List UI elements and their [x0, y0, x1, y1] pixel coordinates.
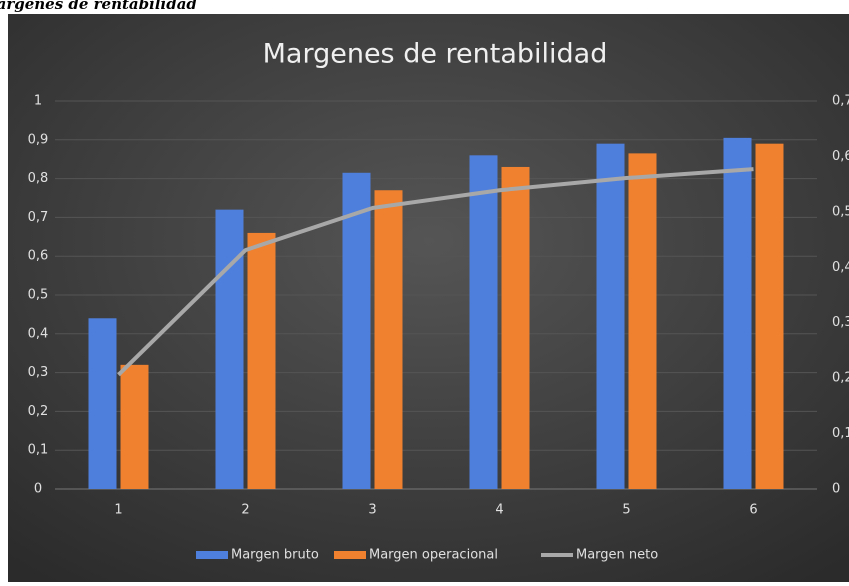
bar: [247, 232, 276, 490]
y-tick-label: 0,4: [28, 326, 49, 341]
y-tick-label: 0,9: [28, 132, 49, 147]
page-heading: Margenes de rentabilidad: [0, 0, 197, 13]
bar: [374, 190, 403, 490]
legend-swatch: [334, 551, 366, 559]
bar: [628, 153, 657, 489]
y2-tick-label: 0,4: [832, 260, 849, 275]
bar: [120, 364, 149, 489]
x-tick-label: 1: [114, 503, 122, 518]
y2-tick-label: 0,3: [832, 315, 849, 330]
line-series: [117, 167, 754, 377]
chart-title: Margenes de rentabilidad: [263, 39, 608, 70]
y2-tick-label: 0,7: [832, 94, 849, 109]
x-tick-label: 4: [495, 503, 503, 518]
y-tick-label: 1: [34, 94, 42, 109]
legend-label: Margen bruto: [231, 548, 319, 563]
y2-tick-label: 0,1: [832, 426, 849, 441]
y-tick-label: 0: [34, 482, 42, 497]
y2-tick-label: 0: [832, 482, 840, 497]
bar: [723, 137, 752, 490]
y2-tick-label: 0,6: [832, 149, 849, 164]
x-tick-label: 3: [368, 503, 376, 518]
y-tick-label: 0,1: [28, 443, 49, 458]
y-tick-label: 0,2: [28, 404, 49, 419]
y-tick-label: 0,7: [28, 210, 49, 225]
bar: [501, 166, 530, 489]
y-tick-label: 0,8: [28, 171, 49, 186]
chart-background: [8, 14, 849, 582]
x-tick-label: 6: [749, 503, 757, 518]
bar: [342, 172, 371, 489]
x-tick-label: 2: [241, 503, 249, 518]
x-tick-label: 5: [622, 503, 630, 518]
bar: [469, 155, 498, 489]
legend-label: Margen neto: [576, 548, 658, 563]
y2-tick-label: 0,5: [832, 204, 849, 219]
y-tick-label: 0,6: [28, 249, 49, 264]
y-tick-label: 0,3: [28, 365, 49, 380]
legend-label: Margen operacional: [369, 548, 498, 563]
y2-tick-label: 0,2: [832, 371, 849, 386]
y-tick-label: 0,5: [28, 288, 49, 303]
bar: [755, 143, 784, 489]
bar: [215, 209, 244, 489]
legend-swatch: [196, 551, 228, 559]
bar: [596, 143, 625, 489]
bar: [88, 318, 117, 489]
